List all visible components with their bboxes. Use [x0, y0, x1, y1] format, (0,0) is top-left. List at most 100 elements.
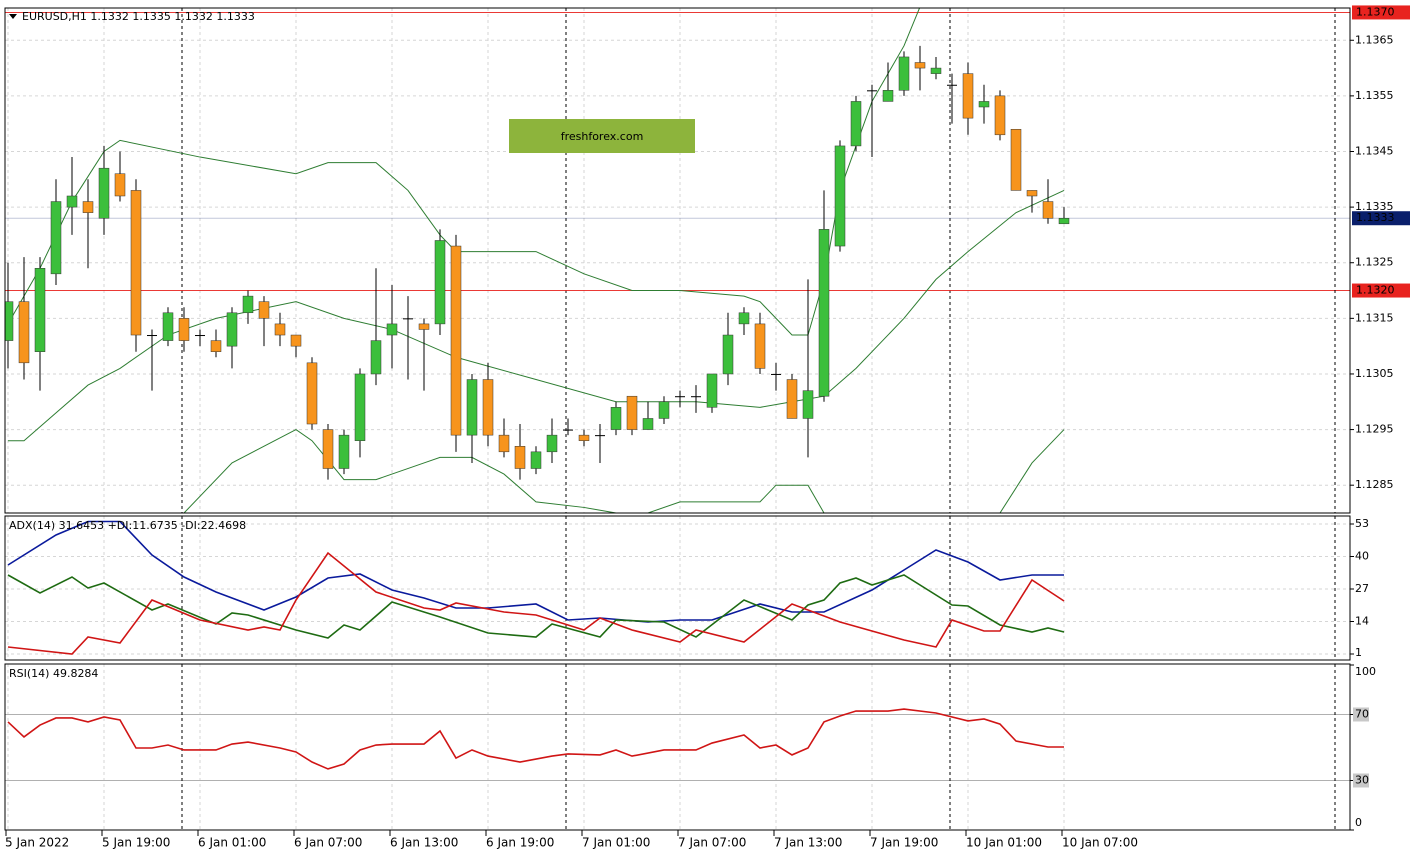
- y-tick-label: 1.1355: [1355, 89, 1394, 102]
- candle-body: [226, 312, 238, 347]
- candle-body: [978, 101, 990, 108]
- x-tick-label: 7 Jan 01:00: [582, 836, 650, 850]
- bollinger-band: [183, 428, 1065, 513]
- candle-body: [675, 396, 685, 398]
- price-label: 1.1333: [1356, 211, 1395, 224]
- panel-border: [4, 515, 1351, 661]
- candle-body: [147, 335, 157, 337]
- panel-border: [4, 663, 1351, 831]
- tick-label-box: [1353, 707, 1369, 722]
- candle-body: [210, 340, 222, 352]
- candle-body: [658, 401, 670, 419]
- candle-body: [786, 379, 798, 419]
- panel-border: [4, 7, 1351, 514]
- price-label-box: [1352, 5, 1410, 20]
- x-tick-label: 7 Jan 19:00: [870, 836, 938, 850]
- watermark-box: [509, 119, 695, 153]
- candle-body: [930, 67, 942, 74]
- candle-body: [178, 318, 190, 341]
- y-tick-label: 1.1325: [1355, 256, 1394, 269]
- y-tick-label: 30: [1355, 773, 1369, 786]
- candle-body: [418, 323, 430, 330]
- candle-body: [258, 301, 270, 319]
- panel: 1.1365 1.1355 1.1345 1.1335 1.1325 1.1315 1.13…: [4, 5, 1410, 514]
- candle-body: [850, 101, 862, 147]
- y-tick-label: 1.1345: [1355, 144, 1394, 157]
- candle-body: [898, 56, 910, 91]
- candle-body: [498, 434, 510, 453]
- candle-body: [322, 429, 334, 469]
- candle-body: [18, 301, 30, 364]
- candle-body: [466, 379, 478, 436]
- candle-body: [514, 446, 526, 469]
- indicator-title: RSI(14) 49.8284: [9, 667, 98, 680]
- y-tick-label: 27: [1355, 582, 1369, 595]
- candle-body: [738, 312, 750, 325]
- indicator-title: ADX(14) 31.6453 +DI:11.6735 -DI:22.4698: [9, 519, 246, 532]
- candle-body: [162, 312, 174, 341]
- y-tick-label: 1.1295: [1355, 423, 1394, 436]
- price-label-box: [1352, 211, 1410, 226]
- candle-body: [947, 84, 957, 86]
- candle-body: [114, 173, 126, 197]
- y-tick-label: 70: [1355, 707, 1369, 720]
- chart-title: EURUSD,H1 1.1332 1.1335 1.1332 1.1333: [22, 10, 255, 23]
- candle-body: [370, 340, 382, 375]
- indicator-line: [7, 574, 1065, 639]
- candle-body: [338, 434, 350, 469]
- candle-body: [482, 379, 494, 436]
- candle-body: [434, 240, 446, 325]
- candle-body: [450, 245, 462, 436]
- candle-body: [274, 323, 286, 336]
- panel: 100 70 30 0 RSI(14) 49.8284: [4, 663, 1376, 831]
- watermark: freshforex.com: [561, 130, 644, 143]
- price-label-box: [1352, 283, 1410, 298]
- candle-body: [1042, 201, 1054, 219]
- candle-body: [595, 435, 605, 437]
- candle-body: [530, 451, 542, 469]
- x-tick-label: 7 Jan 13:00: [774, 836, 842, 850]
- y-tick-label: 1: [1355, 646, 1362, 659]
- candle-body: [82, 201, 94, 213]
- candle-body: [994, 95, 1006, 136]
- candle-body: [914, 62, 926, 69]
- y-tick-label: 14: [1355, 615, 1369, 628]
- candle-body: [290, 334, 302, 347]
- x-tick-label: 6 Jan 01:00: [198, 836, 266, 850]
- x-tick-label: 6 Jan 19:00: [486, 836, 554, 850]
- candle-body: [691, 396, 701, 398]
- y-tick-label: 1.1335: [1355, 200, 1394, 213]
- menu-triangle: [9, 14, 17, 19]
- candle-body: [386, 323, 398, 336]
- y-tick-label: 53: [1355, 517, 1369, 530]
- y-tick-label: 1.1315: [1355, 311, 1394, 324]
- x-tick-label: 6 Jan 07:00: [294, 836, 362, 850]
- x-tick-label: 10 Jan 01:00: [966, 836, 1042, 850]
- x-tick-label: 10 Jan 07:00: [1062, 836, 1138, 850]
- y-tick-label: 40: [1355, 550, 1369, 563]
- candle-body: [130, 190, 142, 336]
- candle-body: [578, 434, 590, 441]
- candle-body: [98, 167, 110, 219]
- candle-body: [306, 362, 318, 425]
- y-tick-label: 0: [1355, 816, 1362, 829]
- x-tick-label: 5 Jan 2022: [5, 836, 69, 850]
- candle-body: [1058, 217, 1070, 225]
- candle-body: [834, 145, 846, 247]
- candle-body: [754, 323, 766, 369]
- plot-area: [5, 516, 1350, 660]
- candle-body: [563, 429, 573, 431]
- candle-body: [802, 390, 814, 419]
- candle-body: [818, 229, 830, 397]
- candle-body: [610, 407, 622, 430]
- candle-body: [403, 318, 413, 320]
- candle-body: [50, 201, 62, 275]
- candle-body: [1026, 190, 1038, 197]
- price-label: 1.1320: [1356, 284, 1395, 297]
- candle-body: [722, 334, 734, 375]
- price-label: 1.1370: [1356, 5, 1395, 18]
- candle-body: [354, 373, 366, 441]
